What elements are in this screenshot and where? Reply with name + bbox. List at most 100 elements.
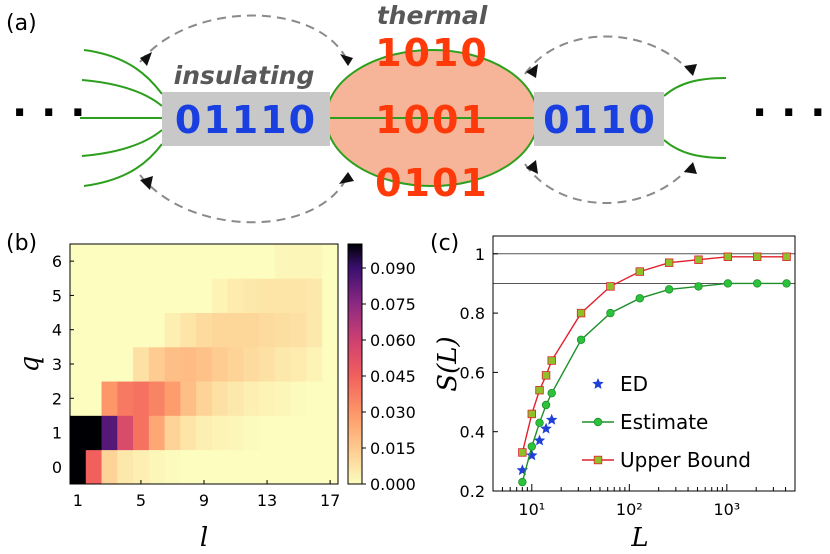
heatmap-cell [196, 312, 213, 348]
heatmap-cell [306, 415, 323, 451]
heatmap-cell [322, 278, 339, 313]
heatmap-cell [180, 381, 197, 416]
heatmap-cell [133, 449, 150, 485]
data-point-square [527, 409, 537, 419]
heatmap-cell [274, 449, 292, 485]
right-field-lines [663, 77, 727, 159]
data-point-circle [518, 477, 527, 487]
heatmap-cell [306, 312, 323, 348]
colorbar [347, 243, 363, 485]
y-tick-label: 2 [52, 389, 62, 408]
panel-a: (a) 01110 011 [6, 1, 825, 224]
heatmap-cell [274, 312, 292, 348]
heatmap-cell [322, 415, 339, 451]
line-series [516, 252, 791, 487]
heatmap-cell [85, 415, 102, 451]
heatmap-cell [227, 244, 244, 279]
heatmap-cell [148, 312, 165, 348]
heatmap-cell [164, 449, 181, 485]
insulating-label: insulating [174, 61, 315, 90]
colorbar-tick-label: 0.090 [370, 259, 416, 278]
heatmap-cell [322, 244, 339, 279]
x-tick-label: 5 [136, 491, 146, 510]
data-point-circle [535, 418, 544, 428]
thermal-label: thermal [377, 1, 488, 30]
heatmap-cell [70, 415, 87, 451]
data-point-circle [782, 279, 791, 288]
heatmap-cell [117, 449, 134, 485]
data-point-circle [576, 335, 586, 344]
heatmap-cell [211, 244, 229, 279]
dashed-loop-top-left [139, 14, 349, 63]
heatmap-x-ticks: 1 5 9 13 17 [73, 480, 340, 510]
left-bits: 01110 [175, 98, 317, 142]
data-point-square [694, 255, 703, 264]
heatmap-cell [148, 415, 165, 451]
ellipsis-left: · · · [12, 90, 85, 136]
heatmap-cell [101, 244, 118, 279]
heatmap-cell [164, 278, 181, 313]
data-point-circle [694, 282, 703, 291]
heatmap-cell [274, 415, 292, 451]
heatmap-cell [322, 381, 339, 416]
left-field-lines [80, 49, 163, 187]
heatmap-cell [117, 278, 134, 313]
x-tick-label: 13 [257, 491, 277, 510]
data-point-square [576, 308, 586, 318]
data-point-square [664, 258, 674, 267]
heatmap-cell [164, 244, 181, 279]
heatmap-cell [70, 278, 87, 313]
data-point-star [516, 464, 529, 476]
heatmap-cell [259, 346, 276, 382]
data-point-circle [541, 400, 551, 410]
arrowhead-icon [339, 172, 354, 184]
heatmap-cell [148, 278, 165, 313]
heatmap-cell [243, 346, 260, 382]
heatmap-cell [259, 415, 276, 451]
heatmap-cell [274, 381, 292, 416]
y-tick-label: 1 [475, 245, 485, 264]
heatmap-cell [243, 312, 260, 348]
y-tick-label: 0 [52, 458, 62, 477]
y-tick-label: 0.2 [460, 482, 485, 501]
legend-entry: Upper Bound [620, 448, 751, 472]
data-point-star [533, 434, 546, 446]
heatmap-cell [211, 381, 229, 416]
heatmap-cell [101, 278, 118, 313]
heatmap-cell [243, 381, 260, 416]
heatmap-cell [196, 381, 213, 416]
x-tick-label: 10¹ [518, 500, 545, 519]
heatmap-cell [70, 449, 87, 485]
x-tick-label: 10³ [713, 500, 740, 519]
arrowhead-icon [140, 176, 153, 190]
data-point-square [547, 356, 556, 365]
heatmap-cell [85, 312, 102, 348]
heatmap-cell [180, 415, 197, 451]
heatmap-cell [259, 278, 276, 313]
heatmap-cell [117, 346, 134, 382]
data-point-star [592, 378, 604, 389]
heatmap-cell [290, 312, 307, 348]
heatmap-cell [290, 244, 307, 279]
y-tick-label: 0.4 [460, 423, 485, 442]
heatmap-cell [211, 346, 229, 382]
data-point-circle [547, 388, 556, 398]
heatmap-cell [227, 346, 244, 382]
heatmap-cell [290, 415, 307, 451]
colorbar-ticks: 0.000 0.015 0.030 0.045 0.060 0.075 0.090 [362, 259, 416, 494]
heatmap-cell [306, 381, 323, 416]
heatmap-cell [259, 244, 276, 279]
heatmap-cells [70, 244, 339, 485]
panel-c: (c) 10¹ 10² 10³ 0.2 0.4 0.6 0.8 1 L S(L) ED Est… [430, 231, 796, 553]
thermal-bits-bottom: 0101 [375, 161, 489, 205]
heatmap-x-label: l [200, 523, 208, 553]
thermal-bits-middle: 1001 [375, 98, 489, 142]
heatmap-cell [290, 381, 307, 416]
line-x-ticks: 10¹ 10² 10³ [492, 484, 796, 519]
line-x-label: L [630, 523, 648, 553]
data-point-square [752, 252, 762, 261]
heatmap-cell [274, 244, 292, 279]
y-tick-label: 0.6 [460, 363, 485, 382]
arrowhead-icon [526, 160, 538, 174]
